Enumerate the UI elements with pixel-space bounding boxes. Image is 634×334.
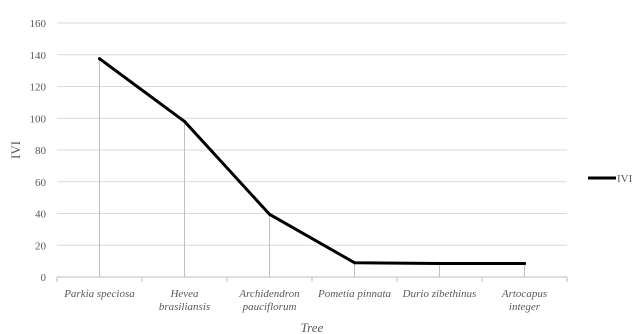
y-tick-label: 20 bbox=[35, 240, 47, 252]
x-category-labels: Parkia speciosa Hevea brasiliansis Archiden… bbox=[63, 288, 547, 313]
x-tick-marks bbox=[56, 277, 568, 282]
x-category-label-line: Pometia pinnata bbox=[317, 288, 392, 300]
x-category-label: Artocapus integer bbox=[501, 288, 547, 313]
y-tick-label: 60 bbox=[35, 177, 47, 189]
y-tick-label: 120 bbox=[30, 82, 47, 94]
data-point bbox=[98, 57, 101, 61]
x-category-label-line: integer bbox=[509, 301, 541, 313]
y-tick-label: 140 bbox=[30, 50, 47, 62]
y-tick-label: 100 bbox=[30, 113, 47, 125]
legend: IVI bbox=[588, 173, 633, 185]
y-tick-label: 0 bbox=[41, 272, 47, 284]
x-category-label: Archidendron pauciflorum bbox=[238, 288, 300, 313]
x-category-label-line: Hevea bbox=[169, 288, 199, 300]
x-axis-title: Tree bbox=[301, 320, 324, 334]
data-point bbox=[353, 261, 356, 265]
x-category-label-line: Archidendron bbox=[238, 288, 300, 300]
legend-label: IVI bbox=[617, 173, 633, 185]
x-category-label: Hevea brasiliansis bbox=[159, 288, 210, 313]
y-tick-label: 80 bbox=[35, 145, 47, 157]
series-points bbox=[98, 57, 526, 266]
x-category-label-line: brasiliansis bbox=[159, 301, 210, 313]
x-category-label: Durio zibethinus bbox=[402, 288, 477, 300]
data-point bbox=[438, 262, 441, 266]
data-point bbox=[523, 262, 526, 266]
x-category-label-line: Durio zibethinus bbox=[402, 288, 477, 300]
y-tick-label: 40 bbox=[35, 209, 47, 221]
y-axis-title: IVI bbox=[8, 141, 23, 159]
gridlines bbox=[57, 22, 567, 246]
x-category-label-line: Artocapus bbox=[501, 288, 547, 300]
y-tick-label: 160 bbox=[30, 18, 47, 30]
x-category-label: Pometia pinnata bbox=[317, 288, 392, 300]
x-category-label-line: pauciflorum bbox=[242, 301, 297, 313]
x-category-label: Parkia speciosa bbox=[63, 288, 135, 300]
data-point bbox=[183, 119, 186, 123]
drop-lines bbox=[99, 58, 525, 277]
y-tick-labels: 0 20 40 60 80 100 120 140 160 bbox=[30, 18, 47, 284]
x-category-label-line: Parkia speciosa bbox=[63, 288, 135, 300]
data-point bbox=[268, 212, 271, 216]
series-line-ivi bbox=[98, 57, 526, 266]
